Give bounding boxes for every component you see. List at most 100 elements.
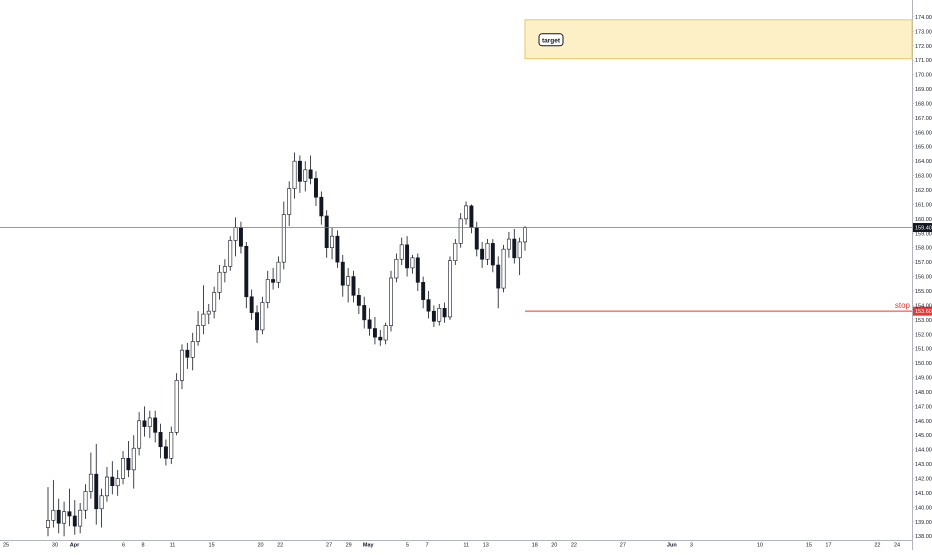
- candle-body[interactable]: [367, 319, 372, 329]
- candle-body[interactable]: [72, 515, 77, 527]
- candle-body[interactable]: [517, 241, 522, 259]
- candle-body[interactable]: [469, 205, 474, 228]
- candle-body[interactable]: [115, 478, 120, 487]
- candle-body[interactable]: [244, 245, 249, 298]
- candle-body[interactable]: [56, 509, 61, 524]
- candle-body[interactable]: [121, 458, 125, 479]
- candle-body[interactable]: [51, 509, 56, 521]
- candle-body[interactable]: [249, 296, 254, 313]
- candle-body[interactable]: [356, 295, 361, 306]
- candle-body[interactable]: [147, 417, 152, 427]
- candle-body[interactable]: [196, 325, 201, 342]
- stop-level[interactable]: stop 153.60: [525, 301, 932, 316]
- candle-body[interactable]: [110, 476, 115, 487]
- candle-body[interactable]: [206, 310, 211, 315]
- candle-body[interactable]: [190, 341, 195, 358]
- candle-body[interactable]: [255, 312, 259, 331]
- y-tick-label: 162.00: [915, 188, 932, 194]
- candle-body[interactable]: [137, 420, 142, 449]
- candle-body[interactable]: [271, 279, 276, 283]
- candle-body[interactable]: [265, 279, 270, 303]
- candle-body[interactable]: [174, 380, 179, 433]
- candle-body[interactable]: [340, 261, 345, 286]
- price-axis[interactable]: 174.00 173.00 172.00 171.00 170.00 169.00 168.…: [912, 15, 932, 540]
- candle-body[interactable]: [330, 235, 335, 249]
- time-axis[interactable]: 25 30 Apr 6 8 11 15 20 22 27 29 May 5 7 11 13 18 20 22 27 Ju…: [3, 543, 900, 549]
- candle-body[interactable]: [297, 160, 302, 182]
- candle-body[interactable]: [335, 235, 340, 263]
- candle-body[interactable]: [490, 243, 495, 266]
- candle-body[interactable]: [319, 196, 324, 217]
- plot-area[interactable]: [0, 0, 912, 540]
- candle-body[interactable]: [212, 292, 217, 312]
- candle-body[interactable]: [88, 473, 93, 492]
- candle-body[interactable]: [480, 248, 485, 260]
- candle-body[interactable]: [383, 325, 388, 341]
- candle-body[interactable]: [405, 244, 410, 269]
- candle-body[interactable]: [464, 205, 469, 220]
- candle-body[interactable]: [372, 328, 377, 338]
- candle-body[interactable]: [238, 227, 243, 247]
- candle-body[interactable]: [163, 446, 168, 459]
- candle-body[interactable]: [83, 491, 88, 511]
- candle-body[interactable]: [496, 264, 501, 289]
- candle-body[interactable]: [426, 299, 431, 312]
- candle-body[interactable]: [512, 238, 517, 259]
- candle-body[interactable]: [415, 257, 420, 283]
- candle-body[interactable]: [410, 257, 415, 269]
- candle-body[interactable]: [442, 307, 447, 318]
- candle-body[interactable]: [421, 282, 426, 300]
- candle-body[interactable]: [308, 169, 313, 179]
- candle-body[interactable]: [287, 188, 292, 215]
- candle-body[interactable]: [399, 244, 404, 260]
- candle-body[interactable]: [523, 227, 527, 243]
- x-tick-label: 15: [806, 543, 812, 549]
- candle-body[interactable]: [46, 520, 50, 528]
- candle-body[interactable]: [324, 215, 329, 249]
- candle-body[interactable]: [78, 509, 83, 527]
- candle-body[interactable]: [458, 218, 463, 244]
- candle-body[interactable]: [67, 511, 72, 517]
- candle-body[interactable]: [228, 240, 233, 267]
- candle-body[interactable]: [292, 160, 297, 189]
- candle-body[interactable]: [62, 511, 67, 524]
- candle-body[interactable]: [180, 349, 184, 381]
- candle-body[interactable]: [378, 336, 383, 341]
- candle-body[interactable]: [303, 169, 308, 182]
- candle-body[interactable]: [453, 243, 458, 261]
- candle-body[interactable]: [351, 276, 356, 296]
- candle-body[interactable]: [281, 214, 286, 263]
- candle-body[interactable]: [158, 432, 163, 448]
- candle-body[interactable]: [474, 227, 479, 250]
- candle-body[interactable]: [431, 310, 436, 322]
- candle-body[interactable]: [362, 305, 367, 321]
- candle-body[interactable]: [233, 227, 238, 241]
- candle-body[interactable]: [99, 495, 104, 510]
- candle-body[interactable]: [260, 302, 265, 331]
- candle-body[interactable]: [104, 476, 109, 497]
- candle-body[interactable]: [201, 313, 206, 326]
- candle-body[interactable]: [131, 447, 136, 471]
- candle-body[interactable]: [276, 261, 281, 283]
- candle-body[interactable]: [142, 420, 147, 427]
- candle-body[interactable]: [389, 277, 393, 326]
- candle-body[interactable]: [126, 458, 131, 471]
- candle-body[interactable]: [314, 178, 318, 198]
- candle-body[interactable]: [94, 473, 99, 510]
- candle-body[interactable]: [394, 258, 399, 279]
- candle-body[interactable]: [437, 307, 442, 322]
- candle-body[interactable]: [222, 266, 227, 273]
- candle-body[interactable]: [217, 271, 222, 293]
- candle-body[interactable]: [485, 243, 490, 260]
- candle-body[interactable]: [501, 248, 506, 289]
- candle-body[interactable]: [153, 417, 158, 433]
- candle-body[interactable]: [506, 238, 511, 250]
- candle-body[interactable]: [346, 276, 351, 286]
- candle-body[interactable]: [185, 349, 190, 358]
- candle-body[interactable]: [169, 432, 174, 459]
- target-zone[interactable]: target: [524, 19, 913, 60]
- target-zone-rect[interactable]: [524, 19, 913, 60]
- candle-body[interactable]: [448, 260, 452, 318]
